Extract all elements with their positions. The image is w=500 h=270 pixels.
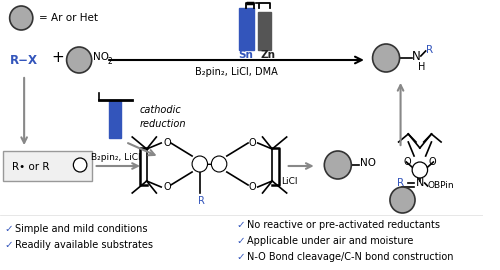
Text: NO: NO: [92, 52, 108, 62]
Text: No reactive or pre-activated reductants: No reactive or pre-activated reductants: [247, 220, 440, 230]
FancyBboxPatch shape: [109, 100, 120, 138]
Text: O: O: [404, 157, 411, 167]
Circle shape: [192, 156, 208, 172]
Text: −: −: [77, 160, 84, 170]
Text: Readily available substrates: Readily available substrates: [16, 240, 154, 250]
Text: N: N: [412, 49, 421, 62]
Text: H: H: [418, 62, 426, 72]
Circle shape: [324, 151, 351, 179]
Text: NO: NO: [360, 158, 376, 168]
Text: +: +: [51, 50, 64, 66]
Text: Applicable under air and moisture: Applicable under air and moisture: [247, 236, 414, 246]
Circle shape: [74, 158, 87, 172]
Text: LiCl: LiCl: [281, 177, 297, 186]
Text: R: R: [198, 196, 205, 206]
Text: −: −: [197, 161, 202, 167]
Text: 2: 2: [107, 56, 112, 66]
Text: Zn: Zn: [261, 50, 276, 60]
Text: ✓: ✓: [236, 220, 245, 230]
Text: Simple and mild conditions: Simple and mild conditions: [16, 224, 148, 234]
Text: ✓: ✓: [5, 240, 14, 250]
Circle shape: [66, 47, 92, 73]
Text: O: O: [428, 157, 436, 167]
Text: O: O: [163, 182, 171, 192]
Text: N-O Bond cleavage/C-N bond construction: N-O Bond cleavage/C-N bond construction: [247, 252, 454, 262]
Circle shape: [390, 187, 415, 213]
Text: OBPin: OBPin: [428, 181, 454, 191]
Text: = Ar or Het: = Ar or Het: [38, 13, 98, 23]
Text: N: N: [416, 178, 424, 188]
FancyBboxPatch shape: [258, 12, 271, 50]
Text: R• or R: R• or R: [12, 162, 49, 172]
Text: Sn: Sn: [238, 50, 254, 60]
Text: −: −: [216, 161, 222, 167]
Text: R: R: [397, 178, 404, 188]
Text: B: B: [416, 165, 424, 175]
FancyBboxPatch shape: [3, 151, 92, 181]
Text: ✓: ✓: [5, 224, 14, 234]
Text: B₂pin₂, LiCl: B₂pin₂, LiCl: [91, 154, 140, 163]
Text: O: O: [248, 182, 256, 192]
Text: cathodic
reduction: cathodic reduction: [140, 105, 186, 129]
Text: −: −: [417, 167, 423, 173]
Text: B₂pin₂, LiCl, DMA: B₂pin₂, LiCl, DMA: [195, 67, 278, 77]
Text: ✓: ✓: [236, 236, 245, 246]
Text: ✓: ✓: [236, 252, 245, 262]
Text: R−X: R−X: [10, 53, 38, 66]
Text: B−B: B−B: [196, 158, 224, 171]
Circle shape: [412, 162, 428, 178]
Text: R: R: [426, 45, 433, 55]
Circle shape: [212, 156, 227, 172]
Circle shape: [372, 44, 400, 72]
Text: O: O: [163, 138, 171, 148]
Circle shape: [10, 6, 33, 30]
Text: O: O: [248, 138, 256, 148]
FancyBboxPatch shape: [240, 8, 254, 50]
